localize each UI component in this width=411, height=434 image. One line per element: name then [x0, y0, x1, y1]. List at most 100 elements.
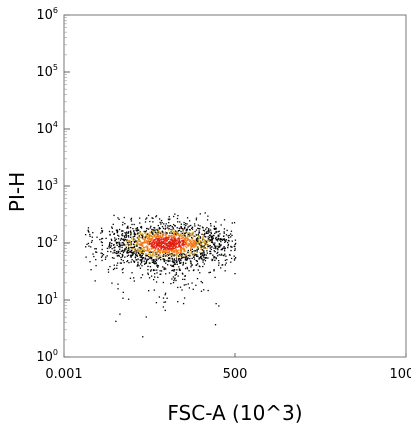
data-point [137, 248, 139, 250]
data-point [204, 243, 207, 245]
data-point [140, 255, 143, 257]
data-point [177, 238, 180, 240]
data-point [223, 231, 225, 233]
data-point [178, 239, 181, 242]
data-point [182, 231, 185, 233]
data-point [151, 247, 154, 249]
data-point [200, 248, 202, 251]
data-point [141, 258, 144, 260]
data-point [141, 236, 144, 238]
data-point [159, 249, 161, 252]
data-point [164, 232, 167, 234]
data-point [167, 241, 170, 243]
data-point [147, 251, 150, 253]
data-point [159, 239, 161, 241]
data-point [173, 270, 175, 272]
data-point [214, 259, 216, 262]
data-point [147, 232, 149, 235]
data-point [155, 258, 157, 260]
data-point [89, 233, 91, 236]
data-point [185, 241, 187, 243]
data-point [114, 237, 116, 239]
data-point [155, 262, 157, 265]
data-point [130, 256, 132, 258]
data-point [210, 232, 213, 235]
data-point [141, 252, 143, 254]
data-point [199, 265, 201, 268]
data-point [122, 242, 124, 244]
data-point [140, 247, 142, 249]
data-point [149, 242, 151, 244]
data-point [135, 241, 137, 243]
data-point [207, 229, 210, 231]
data-point [172, 240, 174, 242]
data-point [135, 240, 137, 242]
data-point [180, 255, 182, 257]
data-point [109, 242, 111, 244]
data-point [178, 236, 181, 238]
data-point [158, 232, 161, 234]
data-point [122, 291, 124, 294]
data-point [213, 234, 215, 237]
data-point [130, 242, 132, 244]
data-point [160, 251, 162, 253]
data-point [152, 232, 154, 234]
data-point [166, 255, 169, 258]
data-point [233, 259, 236, 261]
data-point [202, 261, 204, 263]
data-point [124, 232, 126, 234]
data-point [90, 246, 92, 248]
data-point [188, 232, 190, 234]
data-point [230, 245, 232, 248]
data-point [198, 230, 200, 232]
data-point [201, 258, 203, 260]
data-point [176, 259, 178, 261]
data-point [180, 258, 183, 260]
data-point [190, 262, 192, 264]
data-point [134, 248, 137, 250]
data-point [215, 257, 217, 259]
data-point [191, 242, 194, 244]
data-point [183, 246, 185, 248]
data-point [149, 227, 152, 229]
data-point [171, 229, 173, 231]
data-point [168, 246, 171, 248]
data-point [163, 247, 165, 249]
data-point [127, 248, 129, 250]
data-point [150, 231, 153, 233]
data-point [142, 336, 144, 338]
data-point [162, 250, 164, 253]
data-point [182, 247, 184, 249]
data-point [169, 257, 171, 260]
data-point [145, 233, 147, 236]
data-point [214, 237, 217, 240]
data-point [141, 257, 144, 259]
data-point [137, 250, 139, 252]
data-point [136, 226, 139, 229]
data-point [95, 251, 97, 253]
data-point [153, 236, 155, 238]
data-point [177, 241, 180, 243]
data-point [159, 237, 161, 239]
data-point [176, 243, 178, 245]
data-point [225, 255, 227, 257]
data-point [191, 226, 194, 228]
data-point [147, 214, 150, 217]
data-point [220, 244, 222, 246]
data-point [92, 253, 94, 255]
data-point [164, 239, 166, 241]
data-point [113, 233, 115, 236]
data-point [148, 241, 151, 243]
data-point [100, 252, 102, 254]
data-point [158, 230, 160, 232]
data-point [117, 234, 119, 236]
data-point [173, 254, 176, 256]
data-point [152, 260, 154, 262]
data-point [217, 247, 219, 250]
data-point [118, 243, 121, 246]
data-point [151, 237, 153, 240]
data-point [141, 234, 143, 237]
data-point [109, 246, 112, 248]
data-point [173, 239, 175, 241]
data-point [227, 245, 229, 247]
